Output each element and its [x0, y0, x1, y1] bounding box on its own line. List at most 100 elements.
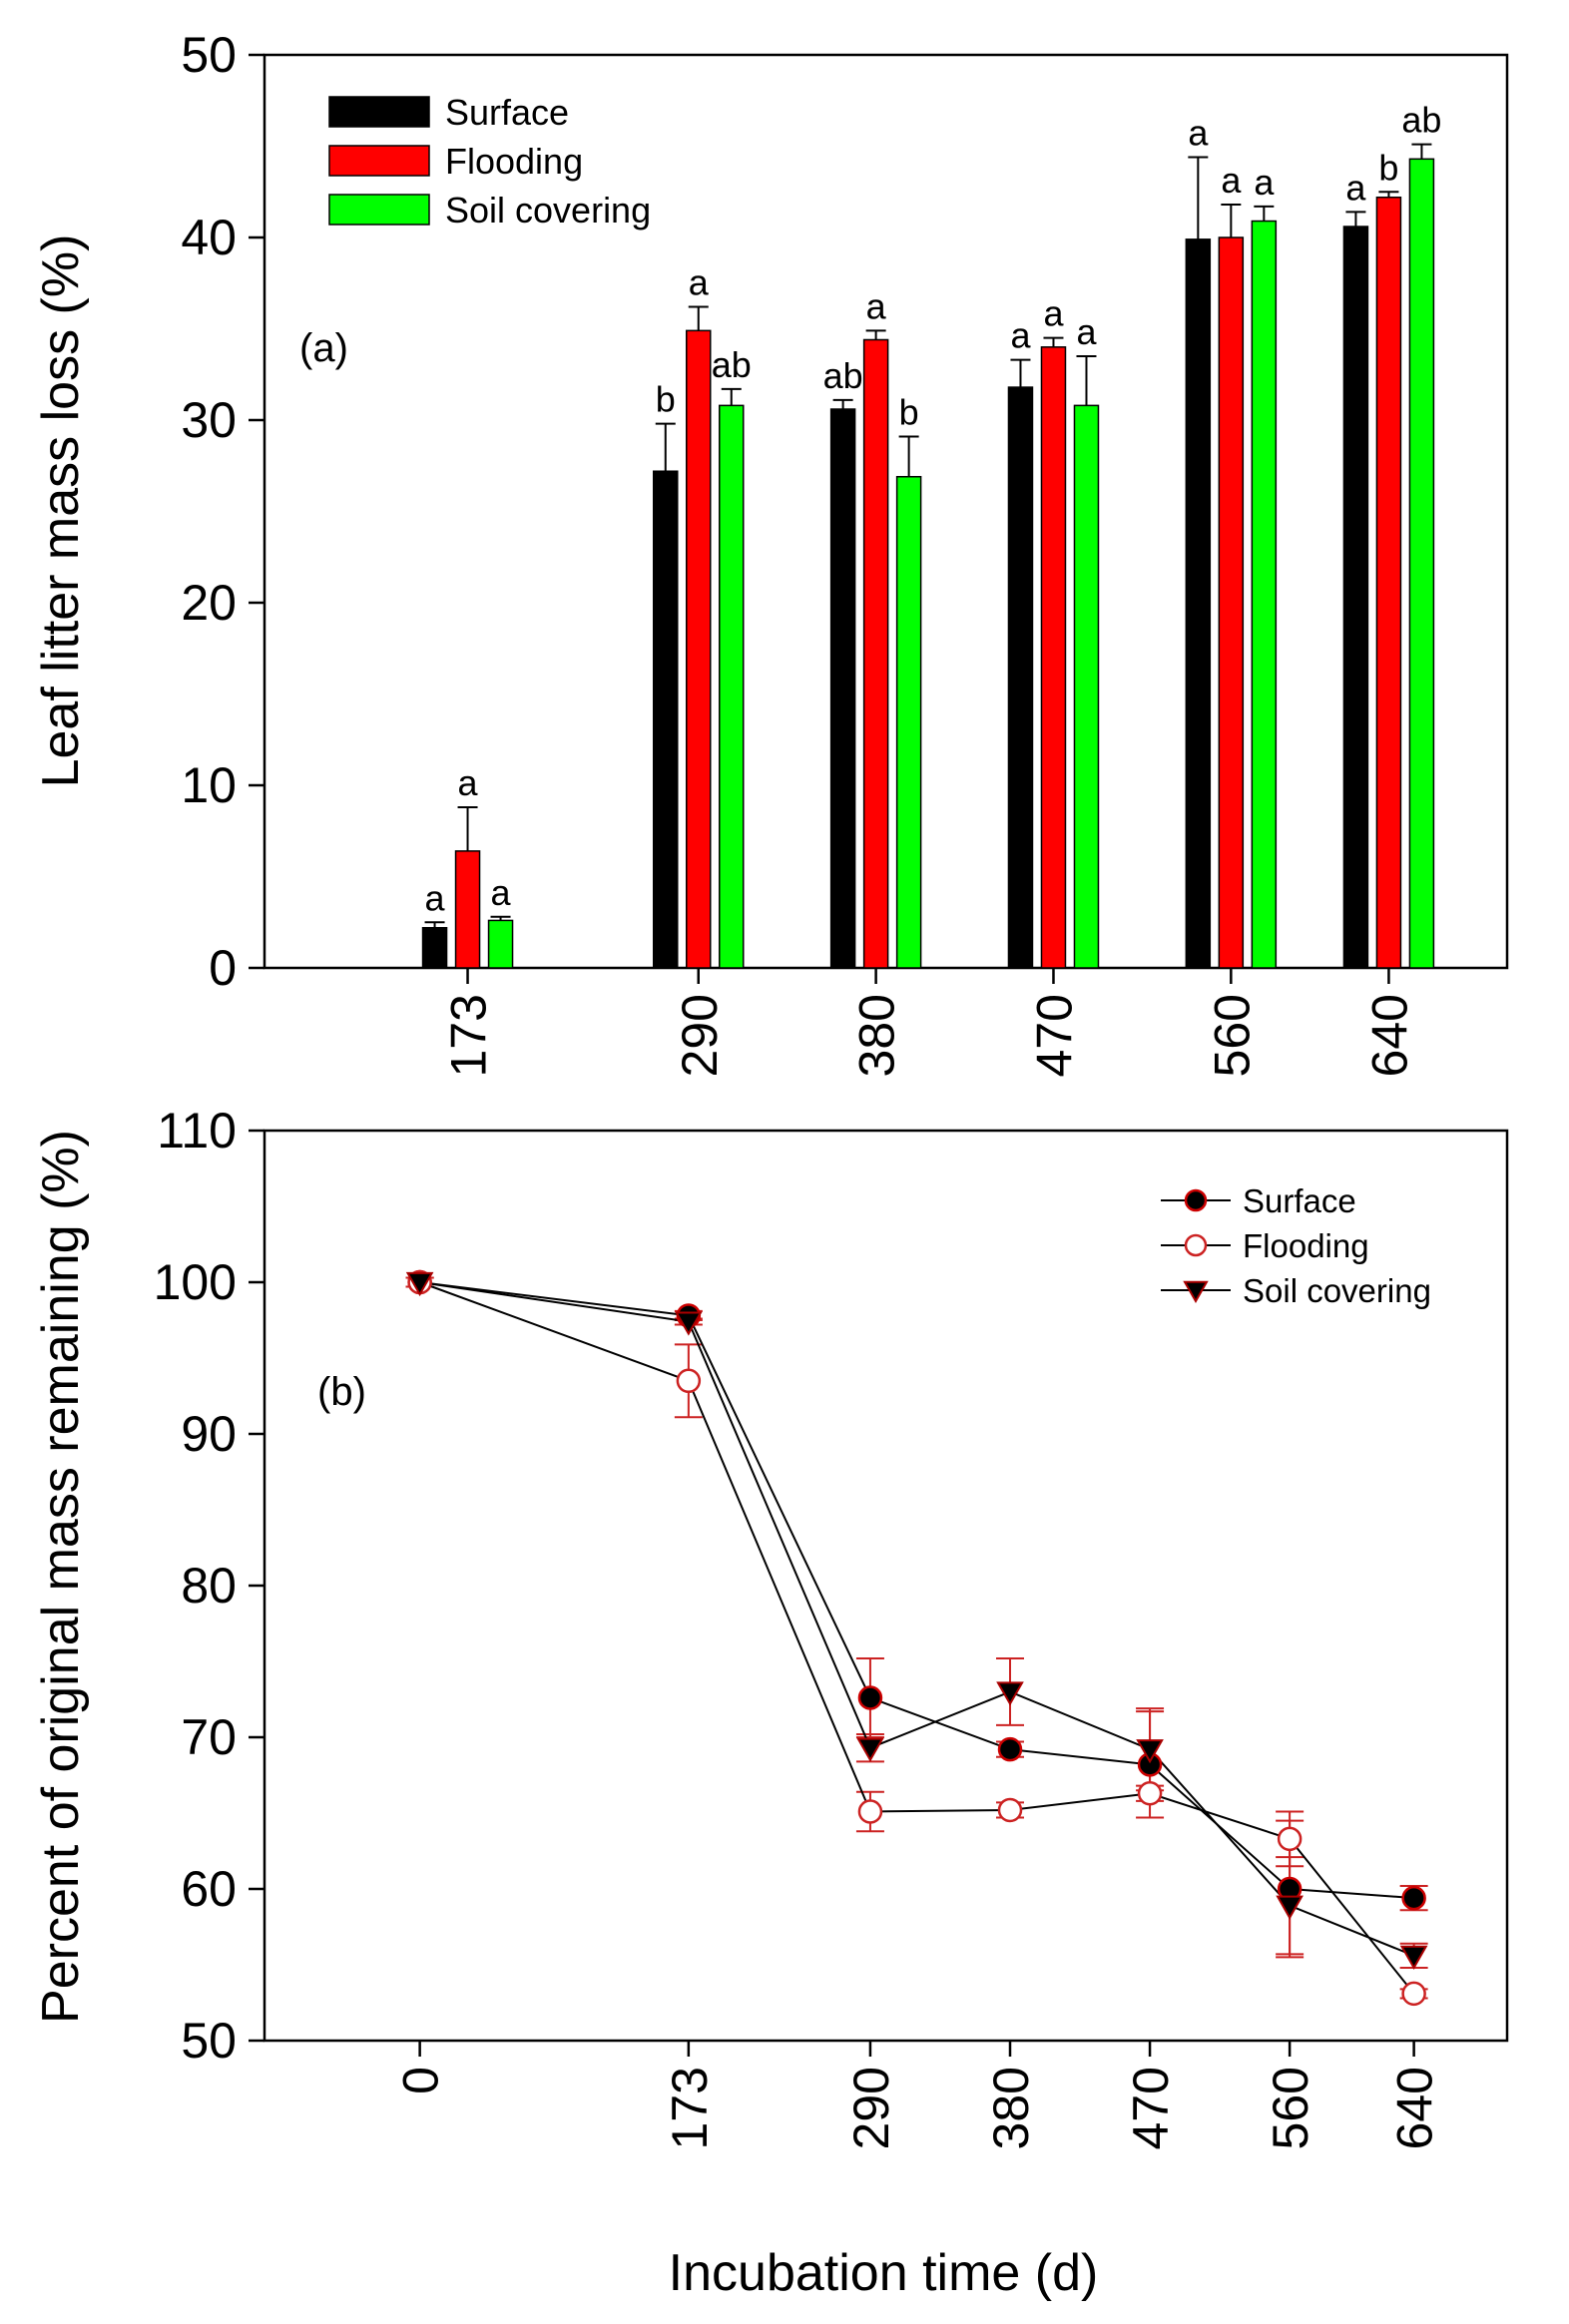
a-legend: Surface Flooding Soil covering [328, 92, 651, 231]
b-legend-label: Flooding [1243, 1227, 1369, 1264]
a-bar [421, 926, 448, 969]
a-legend-swatch [328, 145, 430, 177]
a-y-axis: 0 10 20 30 40 50 [181, 27, 264, 996]
b-y-axis-title: Percent of original mass remaining (%) [32, 1130, 90, 2024]
panel-b-line-chart: 50 60 70 80 90 100 110 0 173 290 380 470 560 640 Sur… [32, 1103, 1509, 2302]
b-legend-label: Soil covering [1243, 1272, 1431, 1309]
b-x-tick-label: 290 [843, 2067, 899, 2149]
a-significance-letter: a [425, 877, 446, 918]
a-bar [1185, 238, 1212, 969]
b-x-tick-label: 640 [1387, 2067, 1443, 2149]
a-y-tick-label: 30 [181, 392, 237, 448]
a-bars [421, 158, 1435, 969]
b-marker [997, 1736, 1023, 1762]
b-x-axis: 0 173 290 380 470 560 640 [393, 2041, 1443, 2149]
a-x-tick-label: 560 [1204, 994, 1260, 1077]
a-error-bars [424, 143, 1432, 928]
b-marker [675, 1311, 703, 1336]
a-bar [862, 338, 889, 969]
b-x-tick-label: 0 [393, 2067, 449, 2094]
b-marker [857, 1685, 883, 1710]
a-y-tick-label: 50 [181, 27, 237, 83]
a-significance-letter: ab [712, 344, 752, 385]
b-marker [676, 1368, 702, 1394]
a-x-tick-label: 380 [849, 994, 905, 1077]
a-significance-letter: a [1076, 311, 1097, 352]
a-bar [829, 408, 856, 969]
b-x-tick-label: 470 [1123, 2067, 1179, 2149]
a-significance-letter: a [1010, 315, 1031, 356]
a-x-tick-label: 290 [672, 994, 728, 1077]
b-marker [1137, 1780, 1163, 1806]
b-marker [996, 1681, 1024, 1706]
a-significance-letter: a [1254, 162, 1275, 203]
b-marker [856, 1737, 884, 1762]
b-marker [997, 1797, 1023, 1823]
b-marker [1136, 1739, 1164, 1764]
a-significance-letter: a [1221, 160, 1242, 201]
b-y-tick-label: 90 [181, 1406, 237, 1462]
b-y-tick-label: 80 [181, 1558, 237, 1614]
a-bar [1251, 220, 1278, 969]
b-markers [405, 1269, 1428, 2007]
a-significance-letter: a [1345, 167, 1366, 208]
b-y-tick-label: 110 [157, 1103, 237, 1159]
a-significance-letter: a [866, 285, 887, 326]
b-marker [405, 1271, 434, 1297]
a-bar [487, 919, 514, 969]
b-x-tick-label: 560 [1263, 2067, 1318, 2149]
panel-a-tag: (a) [299, 326, 348, 370]
b-legend: Surface Flooding Soil covering [1161, 1182, 1431, 1309]
a-legend-swatch [328, 96, 430, 128]
b-legend-label: Surface [1243, 1182, 1356, 1219]
a-y-tick-label: 20 [181, 575, 237, 631]
a-bar [1073, 404, 1100, 969]
a-significance-letter: a [491, 872, 512, 913]
a-x-tick-label: 470 [1026, 994, 1082, 1077]
a-legend-label: Flooding [445, 141, 583, 182]
a-y-tick-label: 10 [181, 757, 237, 813]
b-legend-marker [1184, 1188, 1208, 1212]
panel-b-tag: (b) [317, 1370, 366, 1414]
a-x-tick-label: 640 [1361, 994, 1417, 1077]
a-y-axis-title: Leaf litter mass loss (%) [32, 234, 90, 788]
b-marker [1276, 1895, 1304, 1920]
b-x-tick-label: 173 [662, 2067, 718, 2149]
b-marker [857, 1799, 883, 1824]
b-y-tick-label: 50 [181, 2013, 237, 2069]
b-marker [1277, 1826, 1303, 1852]
a-significance-letter: b [656, 379, 676, 420]
b-x-axis-title: Incubation time (d) [669, 2244, 1099, 2302]
b-legend-marker [1183, 1280, 1209, 1304]
a-bar [454, 850, 481, 969]
a-bar [686, 329, 712, 969]
a-bar [1218, 236, 1245, 969]
a-bar [653, 470, 679, 969]
a-legend-label: Surface [445, 92, 569, 133]
a-significance-letter: ab [823, 355, 863, 396]
a-bar [1342, 226, 1369, 969]
b-legend-marker [1184, 1233, 1208, 1257]
a-significance-letter: a [689, 262, 710, 303]
b-marker [1401, 1981, 1426, 2007]
a-significance-letter: a [1188, 112, 1209, 153]
a-legend-swatch [328, 194, 430, 226]
a-x-axis: 173 290 380 470 560 640 [441, 968, 1417, 1077]
a-bar [1408, 158, 1435, 969]
a-bar [1007, 386, 1034, 969]
b-y-tick-label: 70 [181, 1709, 237, 1765]
b-y-tick-label: 100 [154, 1254, 237, 1310]
b-marker [1401, 1885, 1426, 1911]
a-significance-letter: b [1378, 147, 1398, 188]
a-x-tick-label: 173 [441, 994, 497, 1077]
b-y-tick-label: 60 [181, 1861, 237, 1917]
b-marker [1399, 1945, 1428, 1970]
a-bar [719, 404, 745, 969]
a-significance-letter: ab [1401, 100, 1441, 141]
a-y-tick-label: 40 [181, 210, 237, 265]
b-y-axis: 50 60 70 80 90 100 110 [154, 1103, 264, 2069]
a-bar [895, 475, 922, 969]
a-significance-letter: a [1043, 293, 1064, 334]
